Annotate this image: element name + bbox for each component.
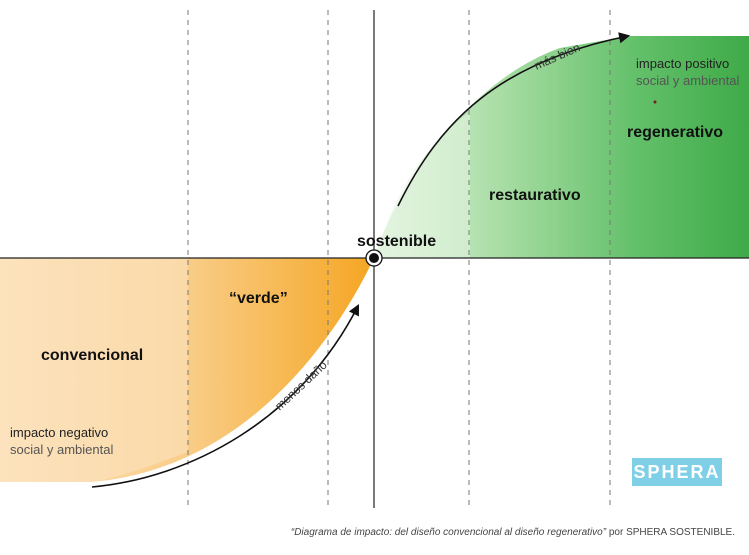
small-dot	[653, 100, 657, 104]
positive-impact-line1: impacto positivo	[636, 56, 730, 71]
stage-label-verde: “verde”	[229, 290, 288, 307]
negative-impact-line2: social y ambiental	[10, 442, 114, 457]
center-label-sostenible: sostenible	[357, 233, 437, 250]
bottom-arrow	[91, 304, 360, 488]
negative-impact-label: impacto negativo social y ambiental	[10, 424, 113, 458]
caption-title: “Diagrama de impacto: del diseño convenc…	[290, 527, 607, 538]
origin-point	[369, 253, 379, 263]
positive-impact-label: impacto positivo social y ambiental	[636, 55, 739, 89]
caption-credit: por SPHERA SOSTENIBLE.	[606, 527, 735, 538]
stage-label-restaurativo: restaurativo	[489, 187, 581, 204]
figure-caption: “Diagrama de impacto: del diseño convenc…	[291, 527, 735, 538]
top-arrow	[397, 32, 631, 207]
positive-impact-line2: social y ambiental	[636, 73, 740, 88]
convencional-zone	[0, 258, 188, 482]
early-green-zone	[374, 112, 470, 258]
stage-label-regenerativo: regenerativo	[627, 124, 724, 141]
sphera-logo: SPHERA	[632, 458, 722, 486]
negative-impact-line1: impacto negativo	[10, 425, 109, 440]
stage-label-convencional: convencional	[41, 347, 144, 364]
